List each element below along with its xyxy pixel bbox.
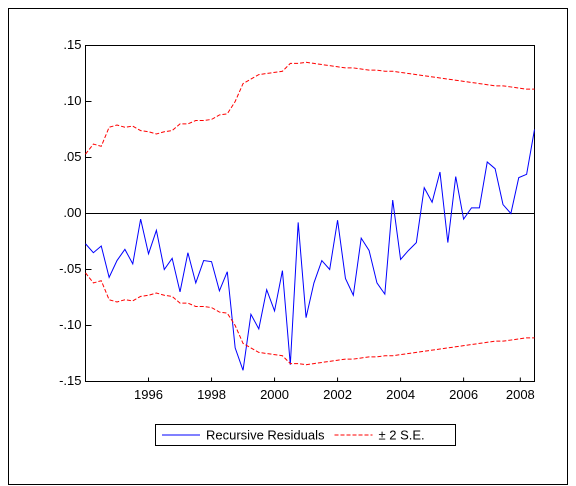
legend xyxy=(155,424,456,446)
y-tick-label: -.15 xyxy=(59,373,81,388)
legend-label: ± 2 S.E. xyxy=(379,427,425,442)
legend-label: Recursive Residuals xyxy=(206,427,325,442)
x-tick-label: 2008 xyxy=(506,387,535,402)
x-tick-label: 1998 xyxy=(197,387,226,402)
frame xyxy=(8,8,568,485)
x-tick-label: 2000 xyxy=(260,387,289,402)
x-tick-label: 2002 xyxy=(323,387,352,402)
y-tick-label: .00 xyxy=(63,205,81,220)
y-tick-label: .15 xyxy=(63,37,81,52)
x-tick-label: 2004 xyxy=(386,387,415,402)
y-tick-label: -.10 xyxy=(59,317,81,332)
x-tick-label: 2006 xyxy=(449,387,478,402)
y-tick-label: .05 xyxy=(63,149,81,164)
y-tick-label: -.05 xyxy=(59,261,81,276)
y-tick-label: .10 xyxy=(63,93,81,108)
x-tick-label: 1996 xyxy=(134,387,163,402)
series-line xyxy=(85,129,535,371)
